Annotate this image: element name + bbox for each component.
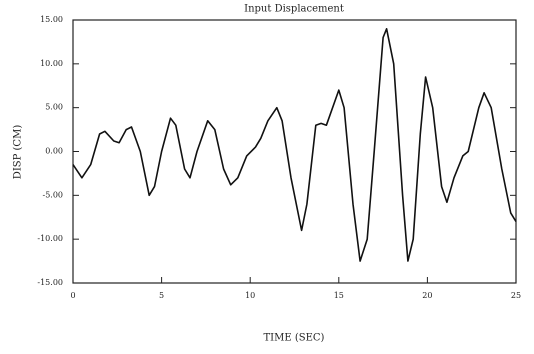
y-axis-label: DISP (CM)	[13, 125, 24, 180]
chart-title: Input Displacement	[244, 4, 344, 15]
y-tick-label: 15.00	[40, 15, 63, 24]
y-tick-label: -5.00	[42, 190, 63, 199]
x-tick-label: 10	[245, 291, 255, 300]
y-tick-label: -15.00	[37, 278, 63, 287]
x-tick-label: 15	[334, 291, 344, 300]
x-tick-label: 5	[159, 291, 164, 300]
data-line	[72, 28, 517, 262]
y-tick-label: 10.00	[40, 59, 63, 68]
y-tick-label: -10.00	[37, 234, 63, 243]
x-axis-label: TIME (SEC)	[264, 333, 325, 344]
x-tick-label: 20	[422, 291, 432, 300]
y-tick-label: 5.00	[45, 103, 63, 112]
x-tick-label: 0	[70, 291, 75, 300]
x-tick-label: 25	[511, 291, 521, 300]
y-tick-label: 0.00	[45, 147, 63, 156]
